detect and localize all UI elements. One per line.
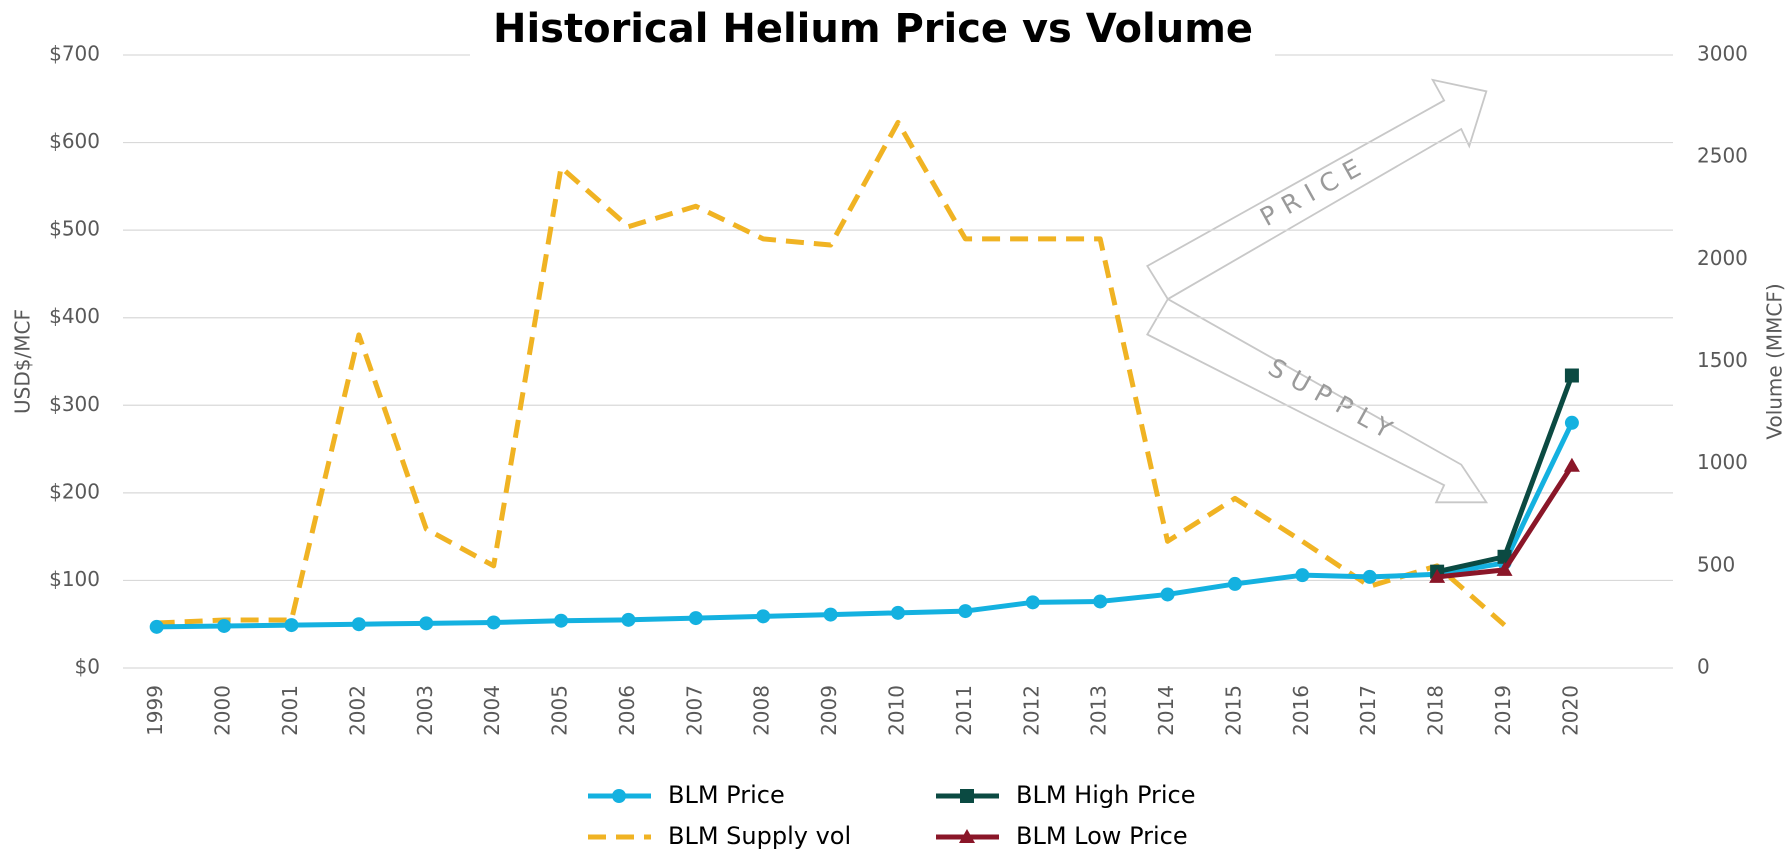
x-tick-label: 2012 (1019, 685, 1043, 736)
y2-tick-label: 3000 (1697, 42, 1748, 66)
y-tick-label: $700 (49, 42, 100, 66)
series-line (156, 421, 1575, 630)
x-tick-label: 2005 (548, 685, 572, 736)
legend-label: BLM Low Price (1016, 822, 1188, 850)
data-point (486, 615, 501, 630)
x-tick-label: 2009 (817, 685, 841, 736)
x-tick-label: 2011 (952, 685, 976, 736)
y-tick-label: $600 (49, 129, 100, 153)
data-point (1564, 368, 1579, 383)
x-tick-label: 2016 (1289, 685, 1313, 736)
data-point (284, 618, 299, 633)
y2-axis-label: Volume (MMCF) (1763, 283, 1787, 439)
x-tick-label: 2020 (1558, 685, 1582, 736)
data-point (554, 613, 569, 628)
data-point (756, 609, 771, 624)
data-point (1227, 576, 1242, 591)
annotation-arrows: PRICE SUPPLY (1146, 78, 1489, 504)
data-point (1496, 561, 1513, 576)
data-point (688, 611, 703, 626)
x-tick-label: 2017 (1356, 685, 1380, 736)
data-point (1025, 595, 1040, 610)
x-tick-label: 2010 (885, 685, 909, 736)
x-tick-label: 2001 (278, 685, 302, 736)
x-tick-label: 2003 (413, 685, 437, 736)
y2-tick-label: 2000 (1697, 246, 1748, 270)
y-tick-label: $300 (49, 392, 100, 416)
series-line (156, 119, 1507, 627)
title-background (470, 4, 1275, 58)
y2-tick-label: 1000 (1697, 450, 1748, 474)
y-tick-label: $400 (49, 304, 100, 328)
data-point (1563, 457, 1580, 472)
legend-marker (612, 789, 626, 803)
x-tick-label: 2014 (1154, 685, 1178, 736)
y-tick-label: $0 (75, 655, 100, 679)
x-tick-label: 2002 (345, 685, 369, 736)
data-point (823, 607, 838, 622)
x-tick-label: 2006 (615, 685, 639, 736)
y2-tick-label: 1500 (1697, 348, 1748, 372)
data-point (1564, 415, 1579, 430)
x-tick-label: 2013 (1087, 685, 1111, 736)
x-tick-label: 2000 (211, 685, 235, 736)
supply-arrow (1146, 297, 1489, 504)
x-tick-label: 2018 (1424, 685, 1448, 736)
data-point (1429, 568, 1446, 583)
data-point (1160, 587, 1175, 602)
data-point (891, 605, 905, 620)
data-point (149, 619, 164, 634)
data-point (351, 617, 366, 632)
y-tick-label: $500 (49, 217, 100, 241)
legend-label: BLM High Price (1016, 781, 1196, 809)
x-tick-label: 2004 (480, 685, 504, 736)
legend-label: BLM Supply vol (668, 822, 851, 850)
x-tick-label: 2007 (682, 685, 706, 736)
x-tick-label: 1999 (143, 685, 167, 736)
legend-marker (959, 829, 975, 843)
y2-tick-label: 0 (1697, 655, 1710, 679)
y-axis-label: USD$/MCF (11, 309, 35, 414)
annotation: SUPPLY (1264, 353, 1405, 449)
x-tick-label: 2019 (1491, 685, 1515, 736)
data-point (217, 618, 232, 633)
chart-title: Historical Helium Price vs Volume (493, 6, 1253, 52)
y2-tick-label: 2500 (1697, 144, 1748, 168)
y-tick-label: $100 (49, 567, 100, 591)
data-point (958, 604, 973, 619)
data-point (621, 612, 636, 627)
data-point (1295, 568, 1310, 583)
legend-label: BLM Price (668, 781, 785, 809)
x-tick-label: 2015 (1221, 685, 1245, 736)
data-point (419, 616, 434, 631)
price-arrow (1146, 78, 1488, 301)
data-point (1093, 594, 1108, 609)
y2-tick-label: 500 (1697, 552, 1735, 576)
legend-marker (960, 789, 974, 803)
x-tick-label: 2008 (750, 685, 774, 736)
y-tick-label: $200 (49, 479, 100, 503)
data-point (1362, 569, 1377, 584)
